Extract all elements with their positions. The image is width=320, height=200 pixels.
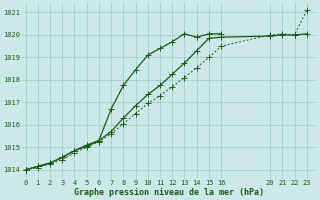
X-axis label: Graphe pression niveau de la mer (hPa): Graphe pression niveau de la mer (hPa) xyxy=(74,188,264,197)
